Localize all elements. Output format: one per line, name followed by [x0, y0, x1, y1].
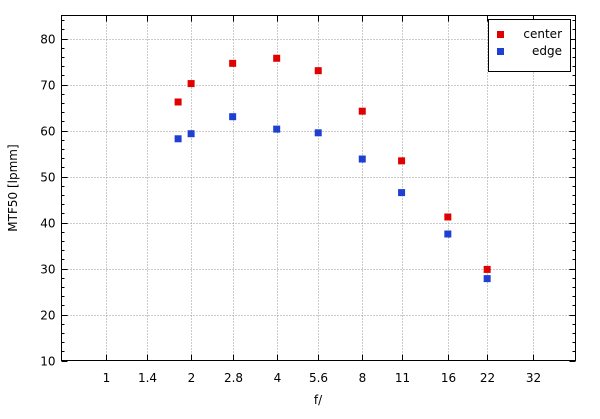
- data-point-center: [229, 59, 237, 67]
- data-point-edge: [273, 125, 281, 133]
- x-tick-label: 1.4: [138, 371, 157, 385]
- data-point-edge: [229, 113, 237, 121]
- data-points: [174, 54, 491, 283]
- x-tick-label: 2: [188, 371, 196, 385]
- data-point-center: [483, 265, 491, 273]
- y-tick-label: 20: [40, 309, 55, 323]
- y-tick-label: 40: [40, 217, 55, 231]
- legend-box: [488, 19, 571, 72]
- y-axis-label: MTF50 [lpmm]: [6, 144, 20, 231]
- y-tick-label: 30: [40, 263, 55, 277]
- x-tick-label: 16: [441, 371, 456, 385]
- data-point-center: [174, 98, 182, 106]
- y-tick-label: 50: [40, 171, 55, 185]
- data-point-edge: [444, 230, 452, 238]
- data-point-edge: [174, 135, 182, 143]
- x-tick-label: 22: [480, 371, 495, 385]
- legend: center edge: [488, 19, 571, 72]
- y-tick-label: 10: [40, 355, 55, 369]
- x-axis-label: f/: [314, 393, 323, 407]
- x-tick-label: 32: [526, 371, 541, 385]
- x-tick-label: 4: [274, 371, 282, 385]
- data-point-edge: [358, 155, 366, 163]
- data-point-center: [398, 157, 406, 165]
- x-tick-label: 8: [359, 371, 367, 385]
- data-point-center: [444, 213, 452, 221]
- data-point-center: [187, 80, 195, 88]
- y-tick-label: 60: [40, 125, 55, 139]
- legend-marker-center: [497, 31, 504, 38]
- data-point-center: [314, 67, 322, 75]
- x-tick-label: 5.6: [309, 371, 328, 385]
- x-tick-label: 2.8: [224, 371, 243, 385]
- legend-label-center: center: [523, 27, 562, 41]
- data-point-edge: [314, 129, 322, 137]
- x-tick-label: 1: [103, 371, 111, 385]
- x-tick-label: 11: [395, 371, 410, 385]
- legend-marker-edge: [497, 48, 504, 55]
- data-point-edge: [483, 275, 491, 283]
- data-point-center: [358, 107, 366, 115]
- data-point-edge: [398, 189, 406, 197]
- plot-frame: [61, 15, 576, 361]
- data-point-edge: [187, 130, 195, 138]
- data-point-center: [273, 54, 281, 62]
- tick-labels: 1 1.4 2 2.8 4 5.6 8 11 16 22 32 10 20 30 40 50 60 70 80: [40, 33, 541, 386]
- legend-label-edge: edge: [532, 44, 562, 58]
- axis-ticks: [61, 15, 576, 362]
- y-tick-label: 80: [40, 33, 55, 47]
- y-tick-label: 70: [40, 79, 55, 93]
